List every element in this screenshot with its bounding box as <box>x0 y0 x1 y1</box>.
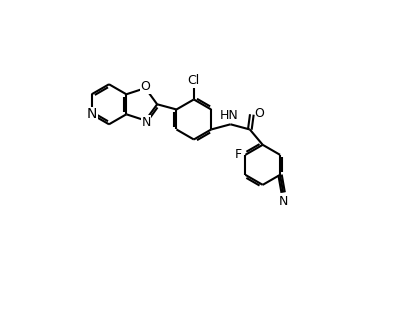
Text: Cl: Cl <box>187 74 199 87</box>
Text: N: N <box>86 107 97 121</box>
Text: F: F <box>234 148 241 161</box>
Text: N: N <box>278 195 288 208</box>
Text: N: N <box>141 115 150 128</box>
Text: HN: HN <box>219 109 238 122</box>
Text: O: O <box>140 80 150 93</box>
Text: O: O <box>254 107 263 120</box>
